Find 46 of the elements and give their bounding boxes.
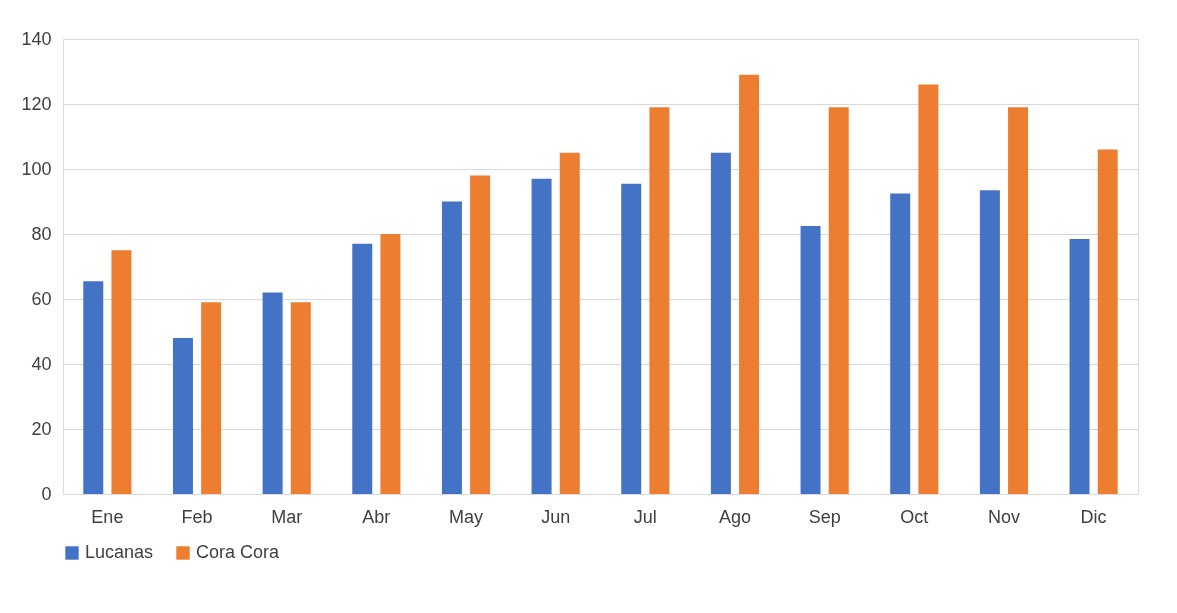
bar <box>828 107 849 494</box>
y-tick-label: 0 <box>41 483 52 504</box>
bar <box>380 234 401 494</box>
x-tick-label: Dic <box>1080 506 1107 527</box>
x-tick-label: Jun <box>541 506 571 527</box>
bar <box>710 152 731 494</box>
bar <box>262 292 283 494</box>
bar <box>172 338 193 494</box>
x-tick-label: Sep <box>808 506 841 527</box>
x-tick-label: Mar <box>271 506 303 527</box>
bar <box>559 152 580 494</box>
x-tick-label: May <box>449 506 484 527</box>
x-tick-label: Feb <box>181 506 213 527</box>
bar <box>979 190 1000 494</box>
x-tick-label: Oct <box>900 506 929 527</box>
bar <box>290 302 311 494</box>
x-tick-label: Ago <box>718 506 751 527</box>
x-tick-label: Ene <box>91 506 124 527</box>
bar <box>111 250 132 494</box>
y-tick-label: 40 <box>31 353 52 374</box>
y-tick-label: 80 <box>31 223 52 244</box>
y-tick-label: 20 <box>31 418 52 439</box>
bar <box>621 183 642 494</box>
bar <box>201 302 222 494</box>
bar <box>1097 149 1118 494</box>
x-tick-label: Jul <box>633 506 657 527</box>
bar <box>531 178 552 494</box>
y-tick-label: 100 <box>21 158 52 179</box>
bar <box>470 175 491 494</box>
bar <box>739 74 760 494</box>
bar <box>890 193 911 494</box>
bar <box>83 281 104 494</box>
legend-label: Lucanas <box>85 542 154 562</box>
legend-label: Cora Cora <box>196 542 281 562</box>
bar <box>441 201 462 494</box>
y-tick-label: 60 <box>31 288 52 309</box>
bar <box>1069 238 1090 494</box>
bar <box>1008 107 1029 494</box>
bar <box>649 107 670 494</box>
y-tick-label: 120 <box>21 93 52 114</box>
bar <box>800 225 821 494</box>
x-tick-label: Nov <box>987 506 1020 527</box>
y-tick-label: 140 <box>21 28 52 49</box>
bar <box>352 243 373 494</box>
bar <box>918 84 939 494</box>
x-tick-label: Abr <box>362 506 391 527</box>
